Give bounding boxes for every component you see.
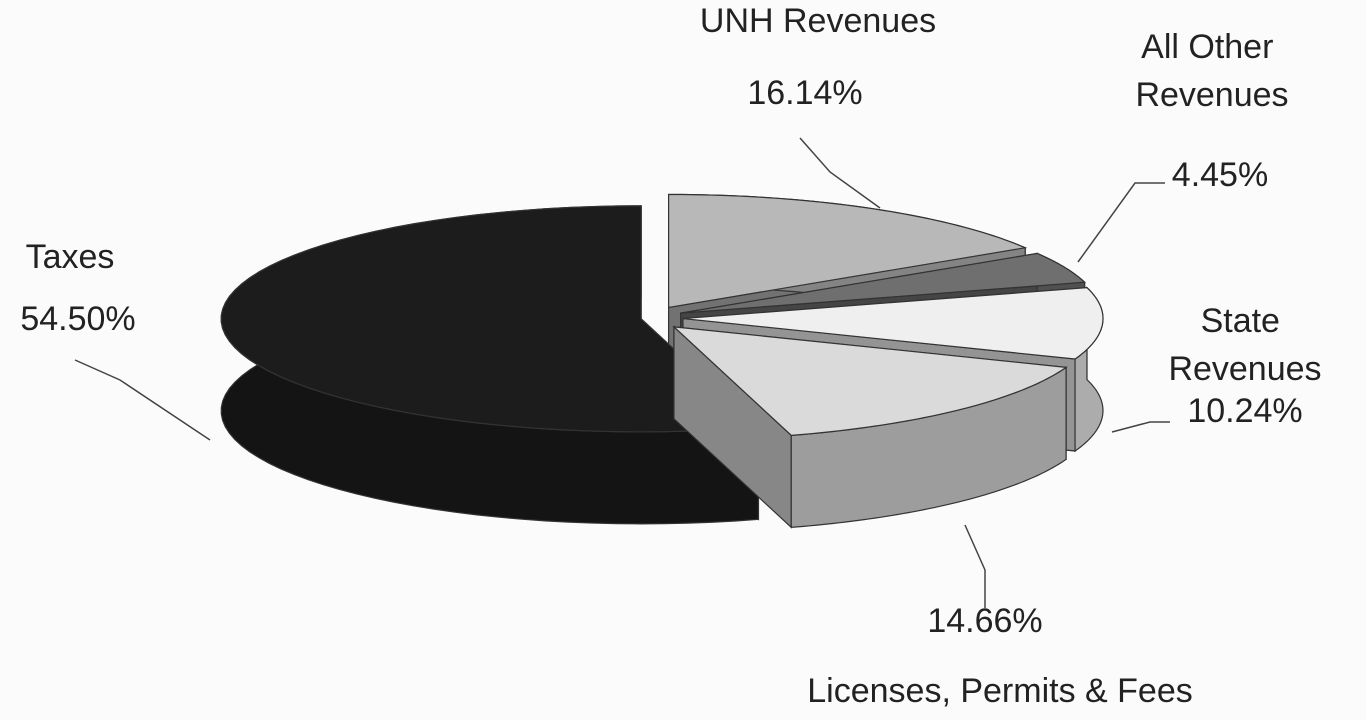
category-label: UNH Revenues (700, 2, 936, 40)
value-label: 14.66% (927, 602, 1042, 640)
value-label: 10.24% (1187, 392, 1302, 430)
leader-line (1077, 182, 1165, 263)
leader-lines (74, 137, 1170, 608)
leader-line (1111, 421, 1170, 433)
category-label: State Revenues (1168, 302, 1321, 388)
slice-top (667, 193, 1028, 309)
slice (672, 325, 1068, 529)
category-label: All Other Revenues (1135, 28, 1288, 114)
slice-top (672, 326, 1068, 436)
leader-line (964, 524, 986, 608)
slice-top (680, 252, 1087, 314)
slice (220, 205, 760, 525)
category-label: Taxes (26, 238, 115, 276)
category-label: Licenses, Permits & Fees (807, 672, 1192, 710)
value-label: 16.14% (747, 74, 862, 112)
slice-top (220, 205, 760, 433)
pie (220, 193, 1104, 529)
leader-line (799, 137, 881, 209)
slice-top (682, 287, 1104, 360)
leader-line (74, 359, 211, 441)
value-label: 4.45% (1172, 156, 1268, 194)
value-label: 54.50% (20, 300, 135, 338)
